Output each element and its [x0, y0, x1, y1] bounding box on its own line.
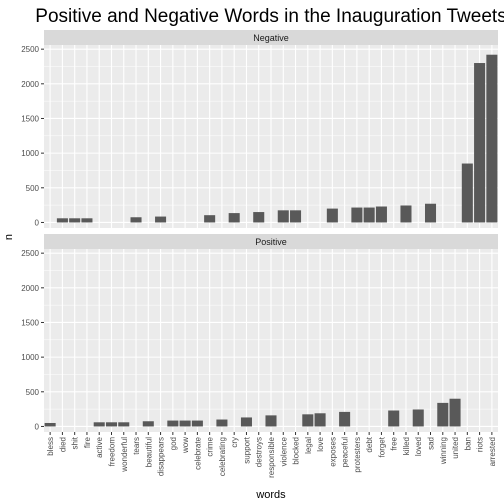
bar-positive-loved [413, 409, 424, 426]
x-tick-label: god [169, 437, 178, 450]
y-tick-label: 2000 [21, 284, 39, 293]
bar-positive-freedom [106, 422, 117, 426]
facet-panels: Negative 0 500 1000 1500 2000 2500 Positive 0 500… [21, 30, 498, 432]
bar-positive-active [94, 422, 105, 426]
bar-negative-riots [474, 63, 485, 222]
x-tick-label: love [316, 436, 325, 451]
x-tick-label: violence [279, 436, 288, 466]
x-tick-label: arrested [488, 437, 497, 466]
x-tick-label: fire [83, 436, 92, 448]
x-tick-label: active [95, 436, 104, 457]
bar-positive-bless [45, 423, 56, 426]
y-tick-label: 500 [26, 388, 40, 397]
y-tick-label: 1500 [21, 114, 39, 123]
bar-negative-killed [400, 205, 411, 222]
y-axis-label: n [3, 234, 15, 240]
bar-negative-blocked [290, 210, 301, 222]
x-tick-label: tears [132, 437, 141, 455]
bar-negative-crime [204, 215, 215, 222]
x-tick-label: debt [365, 436, 374, 452]
bar-negative-debt [364, 208, 375, 223]
bar-positive-celebrating [216, 420, 227, 427]
bar-negative-disappears [155, 217, 166, 223]
bar-negative-ban [462, 164, 473, 223]
bar-negative-shit [69, 218, 80, 222]
x-tick-label: legal [304, 437, 313, 454]
x-tick-label: destroys [255, 437, 264, 467]
x-tick-label: shit [71, 436, 80, 449]
y-tick-label: 2500 [21, 45, 39, 54]
x-tick-label: loved [414, 437, 423, 456]
bar-positive-wonderful [118, 422, 129, 426]
bar-positive-peaceful [339, 412, 350, 427]
x-tick-label: disappears [157, 437, 166, 476]
x-tick-label: exposes [328, 437, 337, 467]
bar-positive-wow [180, 421, 191, 427]
bar-positive-god [167, 421, 178, 427]
facet-strip-label: Negative [253, 33, 289, 43]
bar-negative-sad [425, 204, 436, 223]
y-tick-label: 2000 [21, 80, 39, 89]
bar-positive-beautiful [143, 421, 154, 426]
x-tick-label: support [242, 436, 251, 463]
facet-strip-label: Positive [255, 237, 287, 247]
x-tick-label: killed [402, 437, 411, 455]
x-tick-label: united [451, 437, 460, 459]
x-tick-label: wonderful [120, 437, 129, 473]
bar-positive-legal [302, 414, 313, 426]
bar-positive-united [450, 399, 461, 427]
bar-positive-free [388, 411, 399, 427]
y-tick-label: 1000 [21, 149, 39, 158]
y-tick-label: 1500 [21, 318, 39, 327]
y-tick-label: 0 [35, 218, 40, 227]
bar-negative-forget [376, 207, 387, 223]
x-tick-label: celebrating [218, 437, 227, 476]
facet-panel-negative: Negative 0 500 1000 1500 2000 2500 [21, 30, 498, 228]
bar-negative-died [57, 218, 68, 222]
x-tick-label: free [390, 436, 399, 450]
x-tick-label: riots [476, 437, 485, 452]
bar-positive-winning [437, 403, 448, 427]
x-tick-label: freedom [107, 437, 116, 467]
y-tick-label: 500 [26, 184, 40, 193]
x-tick-label: ban [463, 437, 472, 450]
bar-positive-responsible [265, 415, 276, 426]
x-tick-label: protesters [353, 437, 362, 473]
x-tick-label: crime [206, 436, 215, 456]
bar-negative-fire [81, 218, 92, 222]
chart-title: Positive and Negative Words in the Inaug… [35, 6, 504, 27]
bar-positive-support [241, 417, 252, 426]
bar-negative-violence [278, 210, 289, 222]
bar-negative-destroys [253, 212, 264, 222]
x-tick-label: blocked [292, 437, 301, 465]
x-tick-label: winning [439, 437, 448, 465]
bar-positive-love [315, 413, 326, 426]
bar-negative-exposes [327, 209, 338, 223]
x-tick-label: forget [377, 436, 386, 457]
x-tick-label: died [58, 437, 67, 452]
x-axis-label: words [255, 489, 286, 501]
x-tick-label: beautiful [144, 437, 153, 467]
x-tick-label: bless [46, 437, 55, 456]
x-tick-label: sad [427, 437, 436, 450]
bar-negative-arrested [486, 55, 497, 223]
bar-negative-cry [229, 213, 240, 222]
x-tick-label: celebrate [193, 436, 202, 469]
x-tick-label: responsible [267, 436, 276, 477]
y-tick-label: 0 [35, 422, 40, 431]
y-tick-label: 2500 [21, 249, 39, 258]
bar-positive-celebrate [192, 421, 203, 427]
x-tick-label: wow [181, 437, 190, 454]
y-tick-label: 1000 [21, 353, 39, 362]
x-tick-label: peaceful [341, 437, 350, 467]
x-axis-ticks: bless died shit fire active freedom wonderful t… [46, 432, 497, 478]
x-tick-label: cry [230, 437, 239, 448]
facet-panel-positive: Positive 0 500 1000 1500 2000 2500 [21, 234, 498, 432]
bar-negative-protesters [351, 208, 362, 223]
bar-negative-tears [131, 217, 142, 222]
